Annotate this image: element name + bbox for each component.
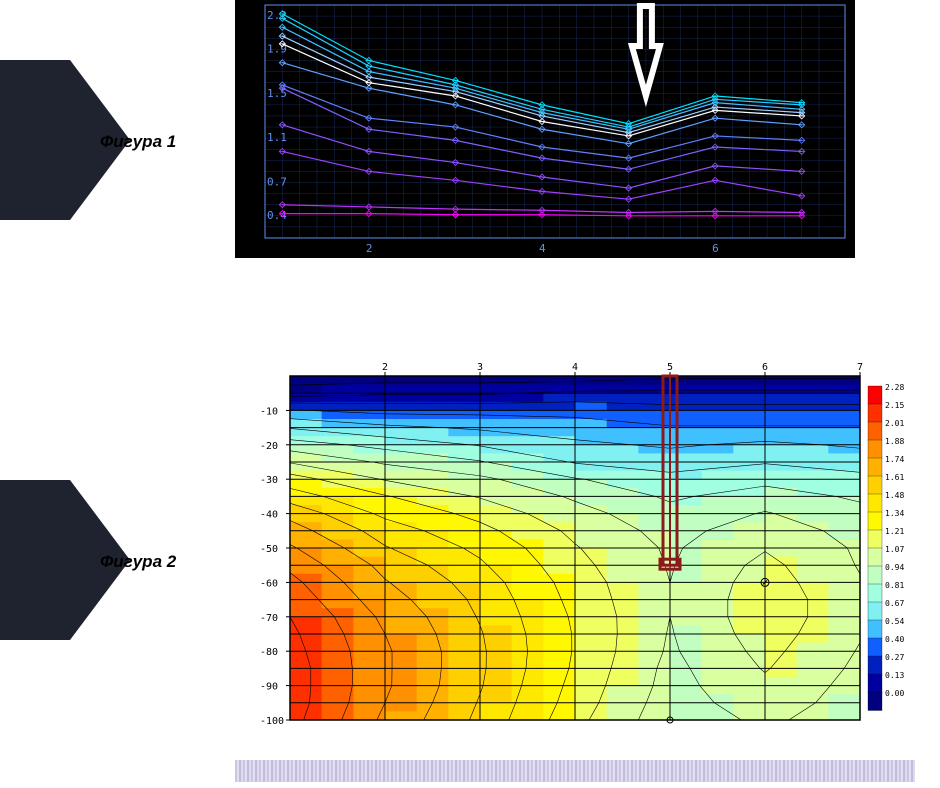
svg-text:5: 5	[667, 362, 673, 373]
svg-text:-30: -30	[260, 475, 278, 486]
svg-text:4: 4	[539, 242, 546, 255]
svg-text:6: 6	[712, 242, 719, 255]
fig1-label: Фигура 1	[100, 132, 176, 152]
svg-text:0.4: 0.4	[267, 209, 287, 222]
svg-text:1.61: 1.61	[885, 473, 904, 482]
svg-text:-90: -90	[260, 682, 278, 693]
svg-text:0.81: 0.81	[885, 581, 904, 590]
svg-text:-70: -70	[260, 613, 278, 624]
svg-text:0.7: 0.7	[267, 176, 287, 189]
svg-text:0.67: 0.67	[885, 599, 904, 608]
svg-text:1.21: 1.21	[885, 527, 904, 536]
svg-text:0.00: 0.00	[885, 689, 904, 698]
svg-text:2: 2	[366, 242, 373, 255]
svg-text:-20: -20	[260, 441, 278, 452]
svg-text:0.13: 0.13	[885, 671, 904, 680]
svg-text:0.94: 0.94	[885, 563, 904, 572]
svg-text:4: 4	[572, 362, 578, 373]
chart2: 2 3 4 5 6 7 -10 -20 -30 -40 -50 -60 -70 -80 -90 -100 2.2…	[235, 358, 915, 728]
svg-text:1.48: 1.48	[885, 491, 904, 500]
svg-text:0.40: 0.40	[885, 635, 904, 644]
svg-text:-50: -50	[260, 544, 278, 555]
svg-text:1.88: 1.88	[885, 437, 904, 446]
chart1: 0.40.71.11.51.92.2246	[235, 0, 855, 258]
svg-text:-60: -60	[260, 578, 278, 589]
svg-text:0.54: 0.54	[885, 617, 904, 626]
svg-text:1.34: 1.34	[885, 509, 904, 518]
svg-text:2.15: 2.15	[885, 401, 904, 410]
svg-text:-80: -80	[260, 647, 278, 658]
svg-text:2: 2	[382, 362, 388, 373]
svg-text:1.74: 1.74	[885, 455, 904, 464]
svg-text:3: 3	[477, 362, 483, 373]
svg-text:-40: -40	[260, 510, 278, 521]
svg-text:6: 6	[762, 362, 768, 373]
svg-text:7: 7	[857, 362, 863, 373]
svg-text:2.28: 2.28	[885, 383, 904, 392]
svg-text:-100: -100	[260, 716, 284, 727]
fig2-label: Фигура 2	[100, 552, 176, 572]
svg-text:0.27: 0.27	[885, 653, 904, 662]
svg-text:-10: -10	[260, 406, 278, 417]
svg-text:1.1: 1.1	[267, 131, 287, 144]
noise-strip	[235, 760, 915, 782]
svg-text:2.01: 2.01	[885, 419, 904, 428]
svg-text:1.07: 1.07	[885, 545, 904, 554]
